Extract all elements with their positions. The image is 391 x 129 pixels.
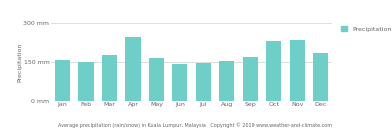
Bar: [125, 37, 141, 101]
Bar: [55, 60, 70, 101]
Bar: [219, 61, 235, 101]
Bar: [289, 40, 305, 101]
Bar: [78, 62, 94, 101]
Bar: [172, 64, 188, 101]
Bar: [149, 58, 164, 101]
Bar: [102, 55, 117, 101]
Y-axis label: Precipitation: Precipitation: [17, 42, 22, 82]
Text: Average precipitation (rain/snow) in Kuala Lumpur, Malaysia   Copyright © 2019 w: Average precipitation (rain/snow) in Kua…: [58, 122, 333, 128]
Bar: [196, 63, 211, 101]
Bar: [266, 41, 282, 101]
Bar: [313, 53, 328, 101]
Bar: [242, 57, 258, 101]
Legend: Precipitation: Precipitation: [341, 26, 391, 32]
